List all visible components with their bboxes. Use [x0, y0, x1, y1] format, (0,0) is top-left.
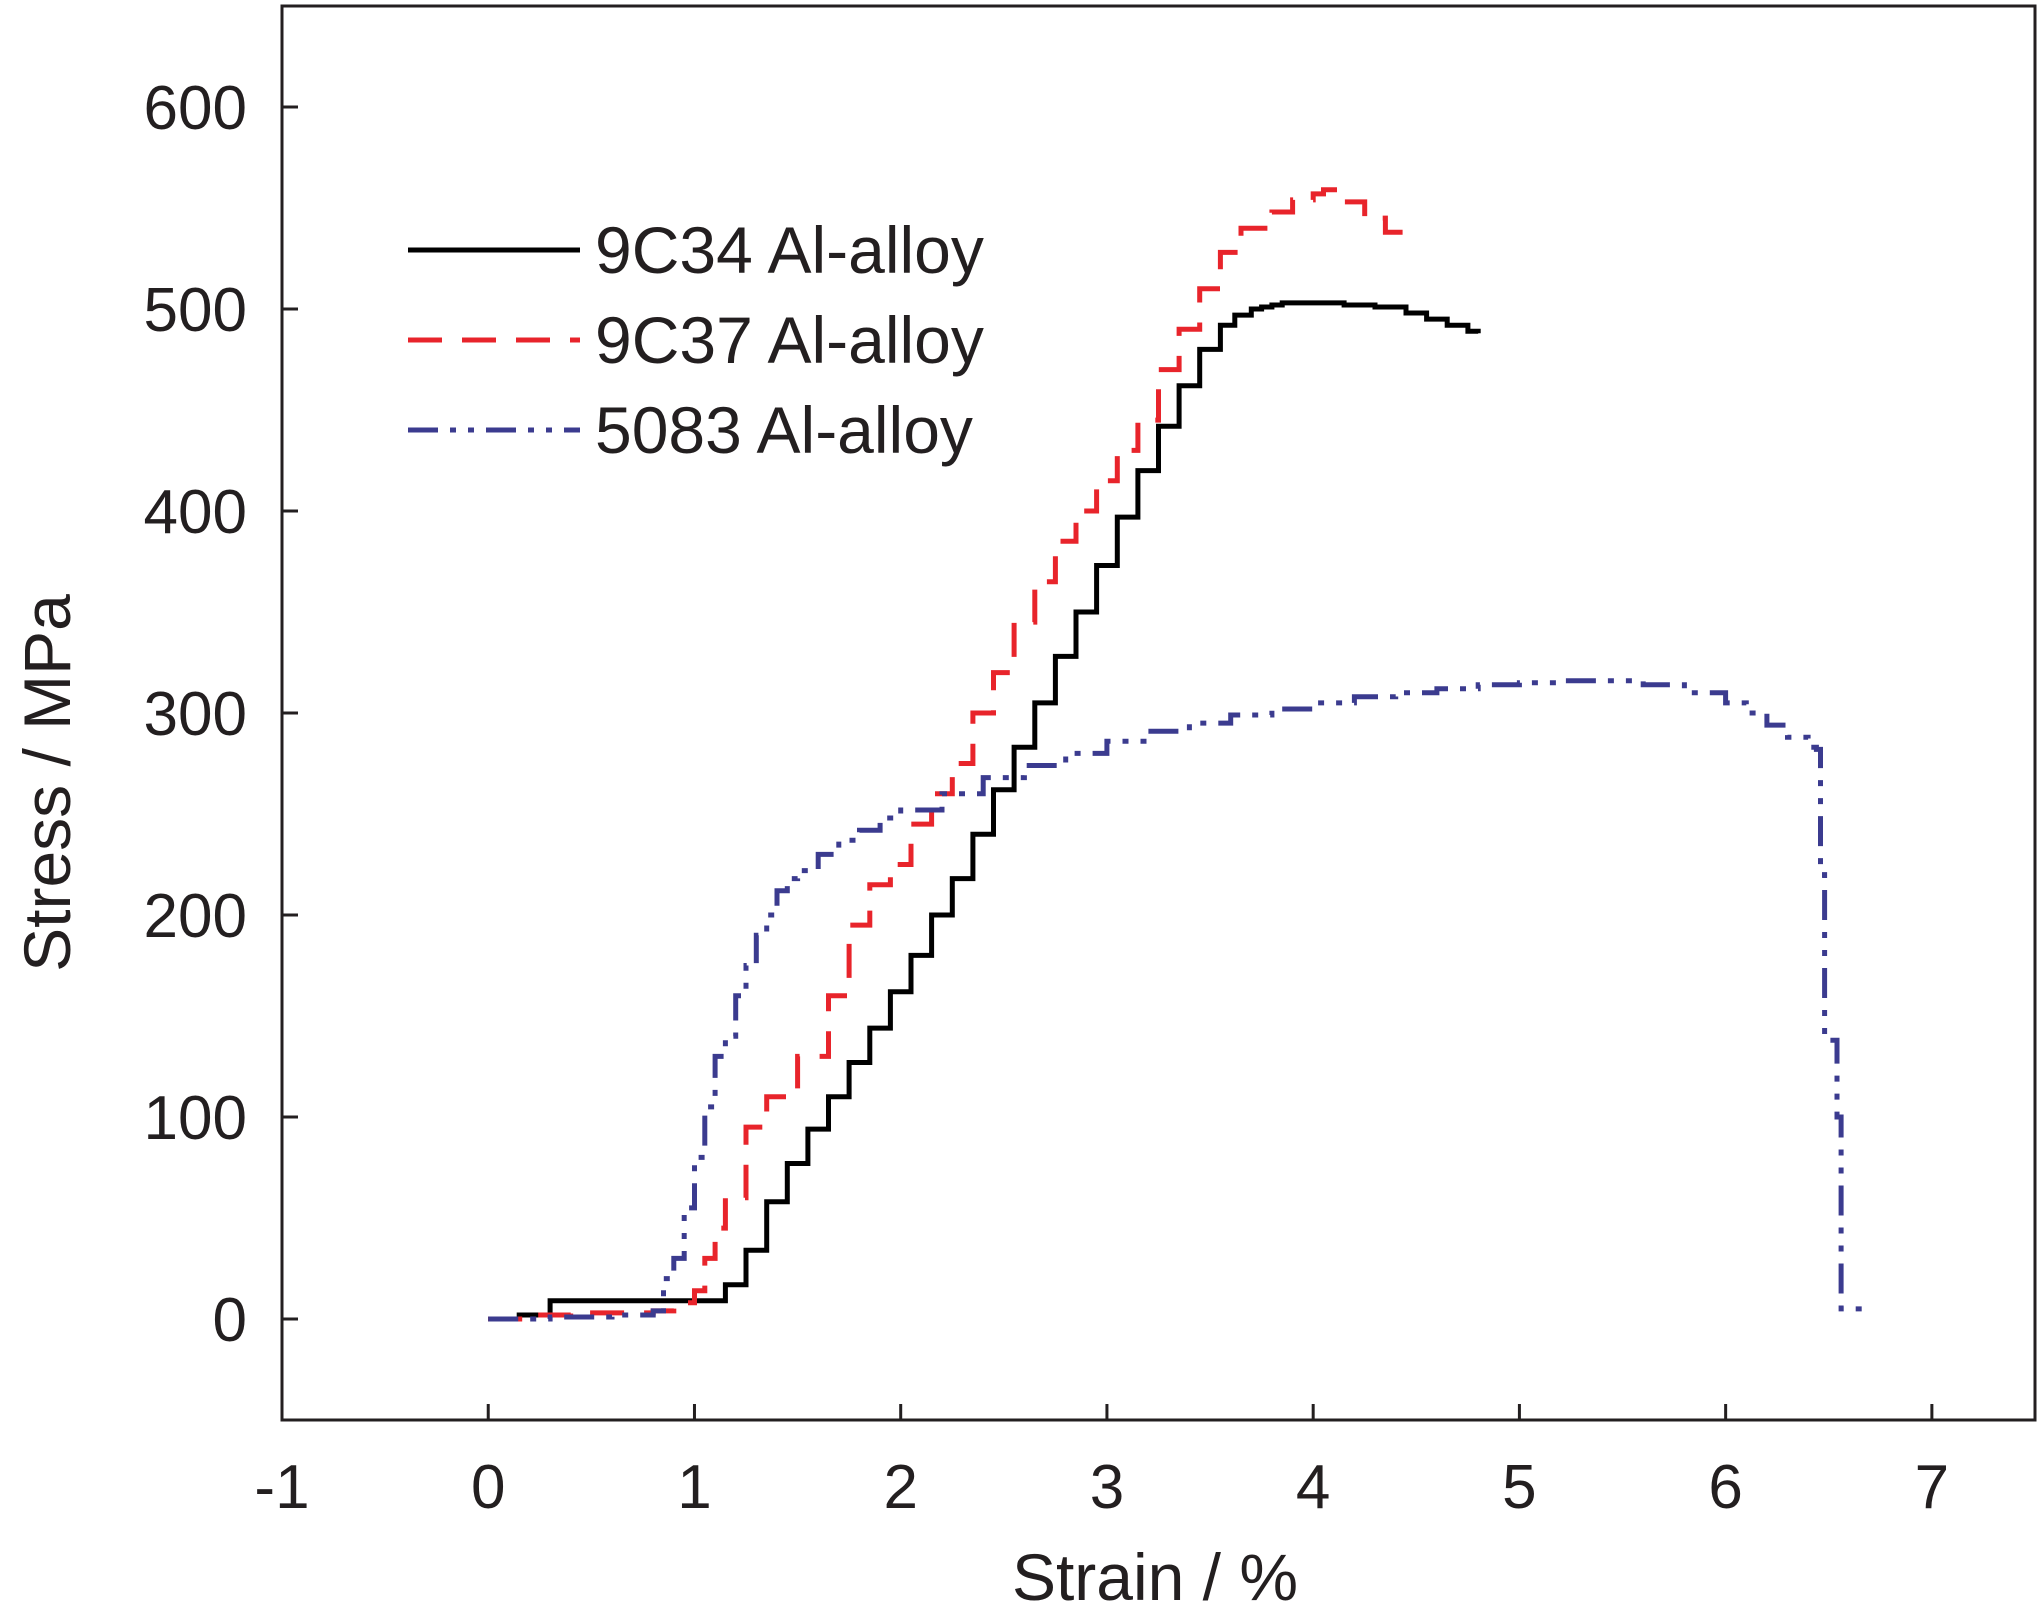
x-tick-label: 0: [471, 1453, 505, 1522]
x-tick-label: 2: [883, 1453, 917, 1522]
x-tick-label: 7: [1915, 1453, 1949, 1522]
x-tick-label: 3: [1090, 1453, 1124, 1522]
x-tick-label: 5: [1502, 1453, 1536, 1522]
x-tick-label: 4: [1296, 1453, 1330, 1522]
x-tick-label: 1: [677, 1453, 711, 1522]
tick-labels-layer: -1 0 1 2 3 4 5 6 7 0 100 200 300 400 500 600: [144, 74, 1950, 1522]
series-line-3: [488, 678, 1870, 1322]
ticks-layer: [280, 105, 1934, 1420]
y-tick-label: 500: [144, 276, 247, 345]
legend-label-1: 9C34 Al-alloy: [595, 213, 984, 287]
y-tick-label: 300: [144, 680, 247, 749]
x-axis-title: Strain / %: [1012, 1540, 1298, 1614]
y-tick-label: 200: [144, 882, 247, 951]
legend-label-2: 9C37 Al-alloy: [595, 303, 984, 377]
legend: 9C34 Al-alloy 9C37 Al-alloy 5083 Al-alloy: [408, 213, 984, 467]
series-line-1: [488, 300, 1481, 1322]
series-line-2: [488, 187, 1409, 1322]
legend-label-3: 5083 Al-alloy: [595, 393, 973, 467]
y-tick-label: 400: [144, 478, 247, 547]
x-tick-label: -1: [254, 1453, 309, 1522]
y-tick-label: 600: [144, 74, 247, 143]
series-layer: [488, 187, 1870, 1322]
y-tick-label: 0: [213, 1286, 247, 1355]
y-tick-label: 100: [144, 1084, 247, 1153]
x-tick-label: 6: [1708, 1453, 1742, 1522]
y-axis-title: Stress / MPa: [10, 594, 84, 972]
